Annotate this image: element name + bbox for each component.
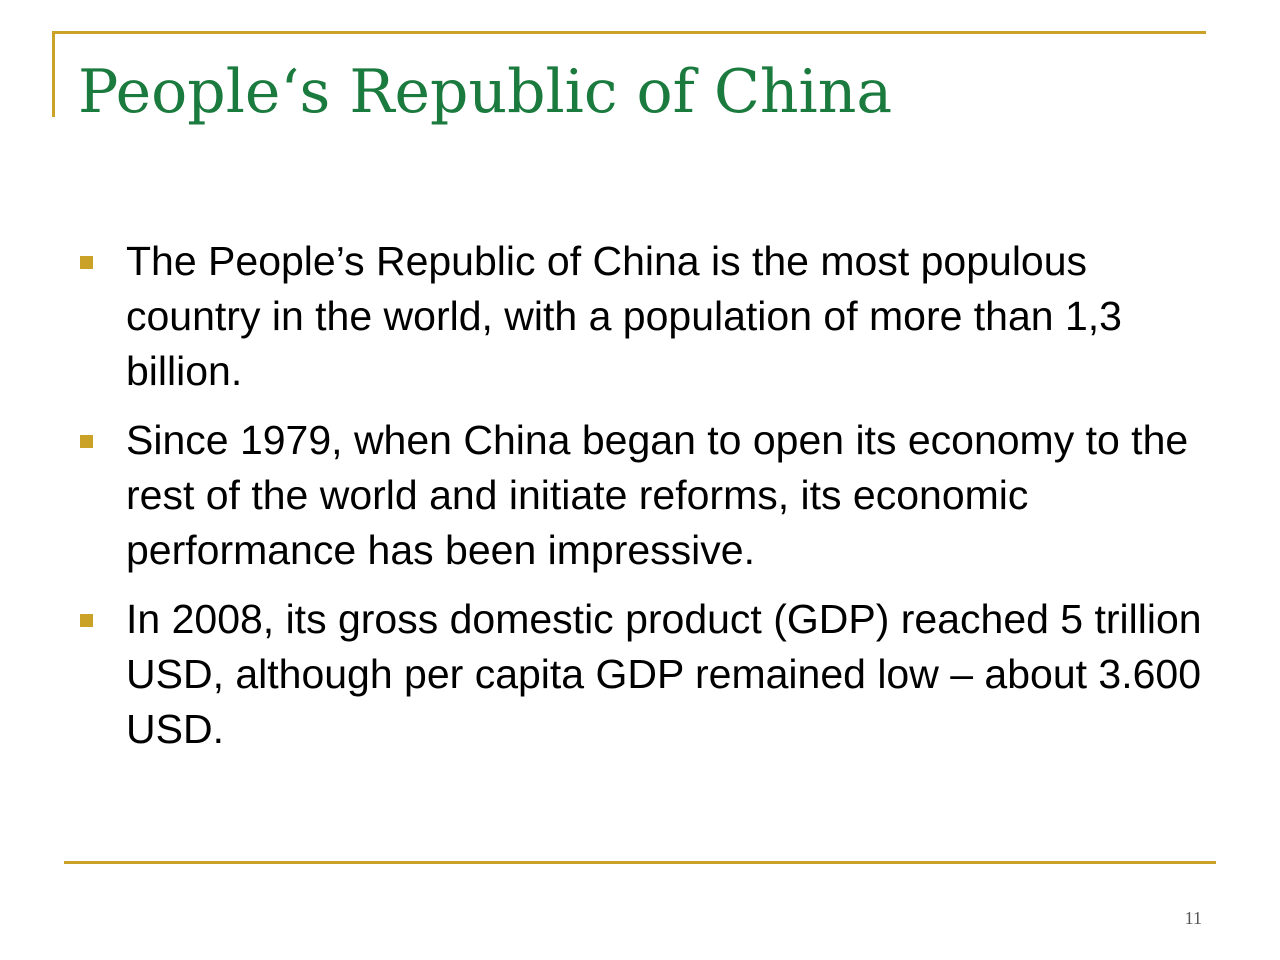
page-number: 11 [1184,908,1202,928]
bullet-item-population: The People’s Republic of China is the mo… [76,234,1226,399]
square-bullet-icon [80,256,93,269]
square-bullet-icon [80,614,93,627]
bullet-text: The People’s Republic of China is the mo… [126,238,1122,394]
bullet-list: The People’s Republic of China is the mo… [76,234,1226,771]
bullet-item-reforms: Since 1979, when China began to open its… [76,413,1226,578]
slide-title: People‘s Republic of China [78,57,893,127]
bullet-text: In 2008, its gross domestic product (GDP… [126,596,1202,752]
footer-line [64,861,1216,864]
bullet-text: Since 1979, when China began to open its… [126,417,1189,573]
frame-top-line [52,31,1206,34]
frame-left-line [52,31,55,117]
square-bullet-icon [80,435,93,448]
bullet-item-gdp: In 2008, its gross domestic product (GDP… [76,592,1226,757]
